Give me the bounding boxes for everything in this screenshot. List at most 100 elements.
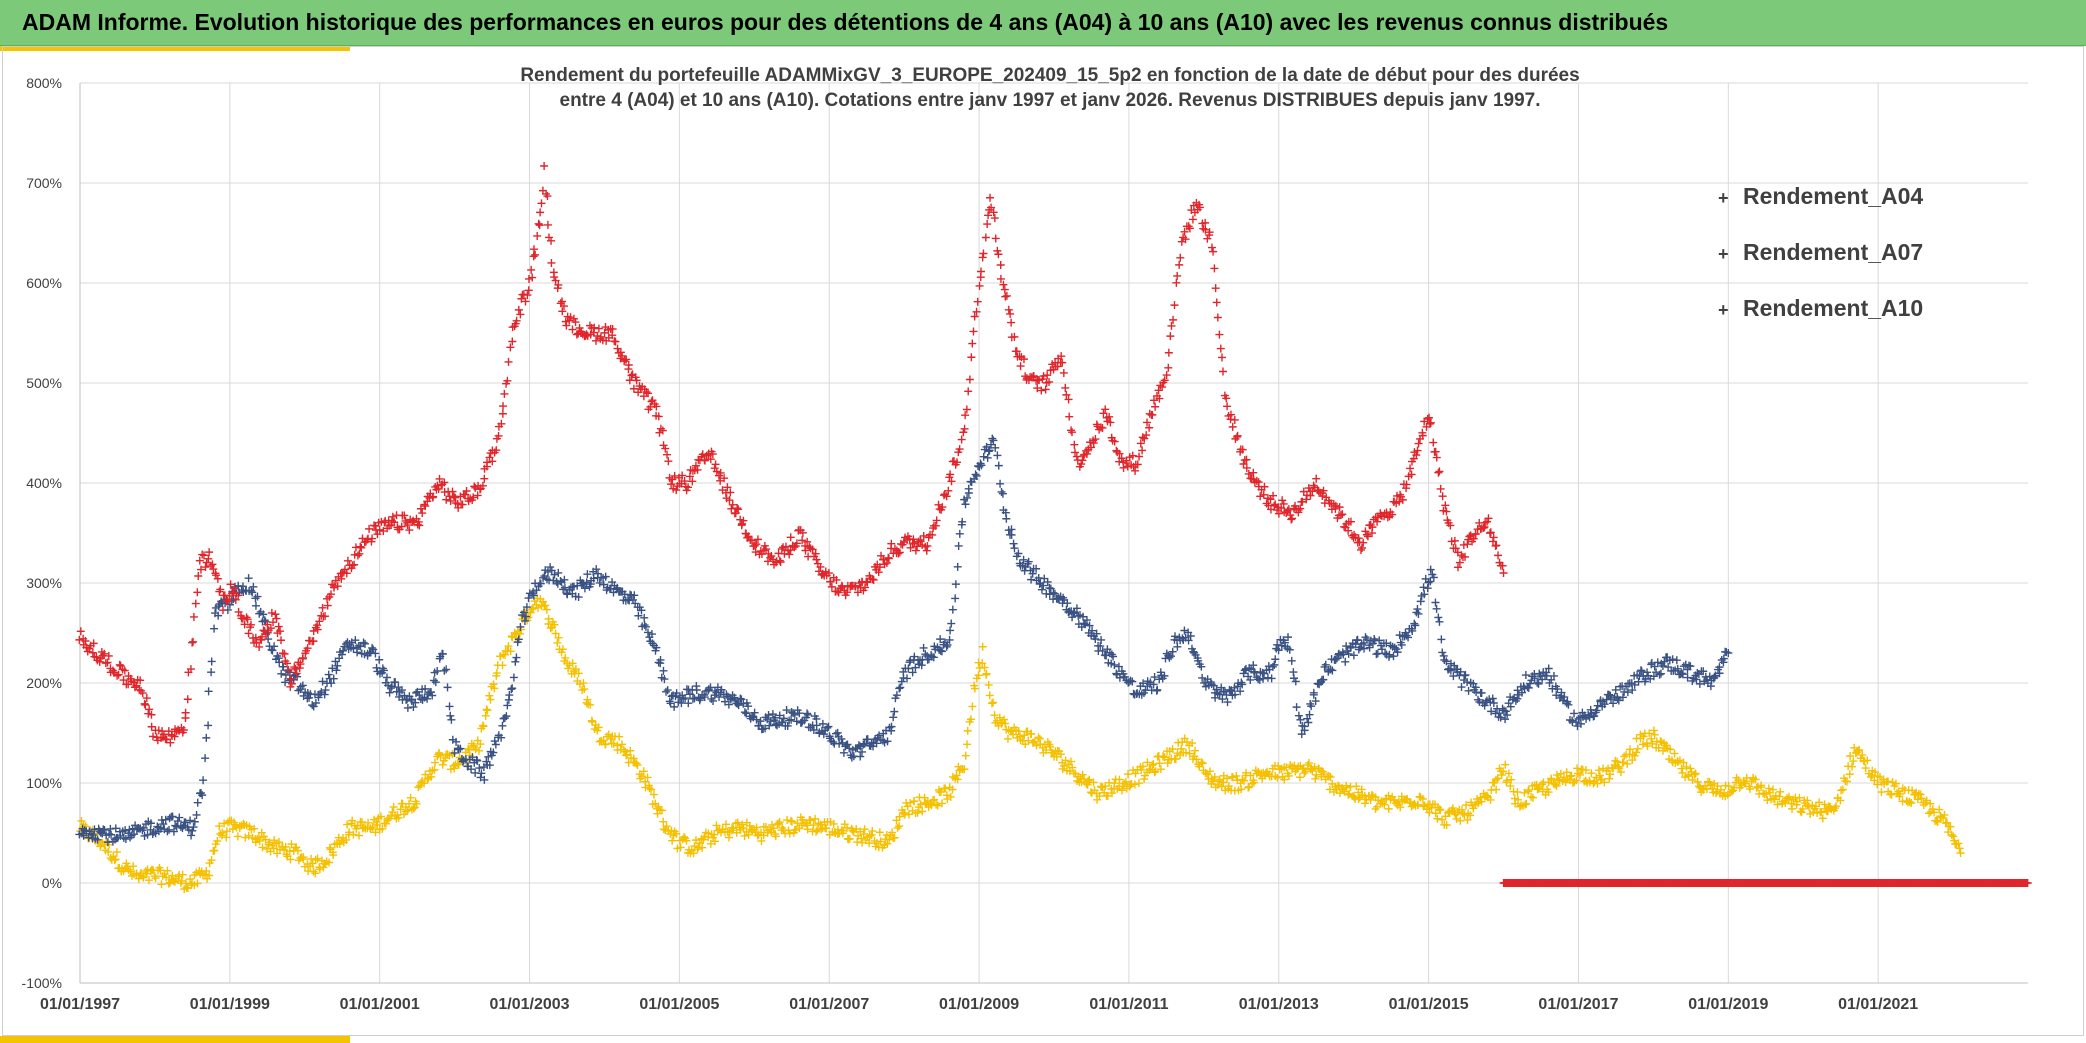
data-point [1249,778,1258,787]
data-point [704,685,713,694]
data-point [865,839,874,848]
data-point [869,575,878,584]
data-point [104,651,113,660]
data-point [835,739,844,748]
data-point [1926,799,1935,808]
data-point [281,671,290,680]
data-point [906,543,915,552]
data-point [1552,781,1561,790]
data-point [1098,423,1107,432]
data-point [448,487,457,496]
data-point [1037,585,1046,594]
data-point [1845,770,1854,779]
legend-marker-a04: + [1718,188,1729,208]
data-point [536,208,545,217]
data-point [1472,688,1481,697]
y-tick-label: -100% [22,975,62,991]
data-point [1057,352,1066,361]
data-point [761,724,770,733]
data-point [693,845,702,854]
data-point [204,554,213,563]
data-point [785,829,794,838]
data-point [1378,645,1387,654]
data-point [1063,599,1072,608]
data-point [303,644,312,653]
data-point [803,825,812,834]
data-point [1849,757,1858,766]
data-point [1212,685,1221,694]
data-point [81,637,90,646]
data-point [1131,466,1140,475]
data-point [269,844,278,853]
data-point [580,584,589,593]
data-point [953,775,962,784]
data-point [1207,243,1216,252]
data-point [1248,779,1257,788]
data-point [1649,672,1658,681]
data-point [272,614,281,623]
data-point [200,551,209,560]
data-point [191,599,200,608]
data-point [1245,664,1254,673]
data-point [1024,736,1033,745]
data-point [504,642,513,651]
data-point [879,555,888,564]
data-point [1331,501,1340,510]
data-point [318,677,327,686]
data-point [132,869,141,878]
data-point [1188,739,1197,748]
data-point [409,703,418,712]
data-point [1024,557,1033,566]
data-point [894,549,903,558]
data-point [1218,695,1227,704]
data-point [1223,774,1231,783]
data-point [948,605,957,614]
data-point [987,440,996,449]
data-point [1400,632,1409,641]
data-point [734,505,743,514]
data-point [1832,802,1841,811]
data-point [1406,464,1415,473]
data-point [857,834,866,843]
data-point [1477,797,1486,806]
data-point [230,584,239,593]
data-point [951,594,960,603]
data-point [706,683,715,692]
data-point [299,853,308,862]
data-point [1240,666,1249,675]
data-point [1273,640,1282,649]
data-point [1213,780,1222,789]
data-point [1034,733,1043,742]
data-point [1166,332,1175,341]
data-point [397,686,406,695]
data-point [553,638,562,647]
data-point [1139,679,1148,688]
data-point [233,832,242,841]
data-point [1817,808,1826,817]
data-point [1172,278,1181,287]
data-point [848,826,857,835]
data-point [130,683,139,692]
data-point [826,577,835,586]
data-point [1715,669,1724,678]
data-point [1284,505,1293,514]
data-point [980,663,989,672]
data-point [1850,743,1859,752]
y-tick-label: 100% [26,775,62,791]
data-point [515,629,524,638]
data-point [947,477,956,486]
data-point [1637,667,1646,676]
data-point [1656,669,1665,678]
data-point [943,641,952,650]
data-point [144,876,153,885]
data-point [918,807,927,816]
data-point [1384,804,1393,813]
data-point [1283,506,1292,515]
data-point [280,649,289,658]
data-point [962,405,971,414]
data-point [193,798,202,807]
data-point [819,730,828,739]
data-point [556,577,565,586]
data-point [242,613,251,622]
data-point [499,402,508,411]
